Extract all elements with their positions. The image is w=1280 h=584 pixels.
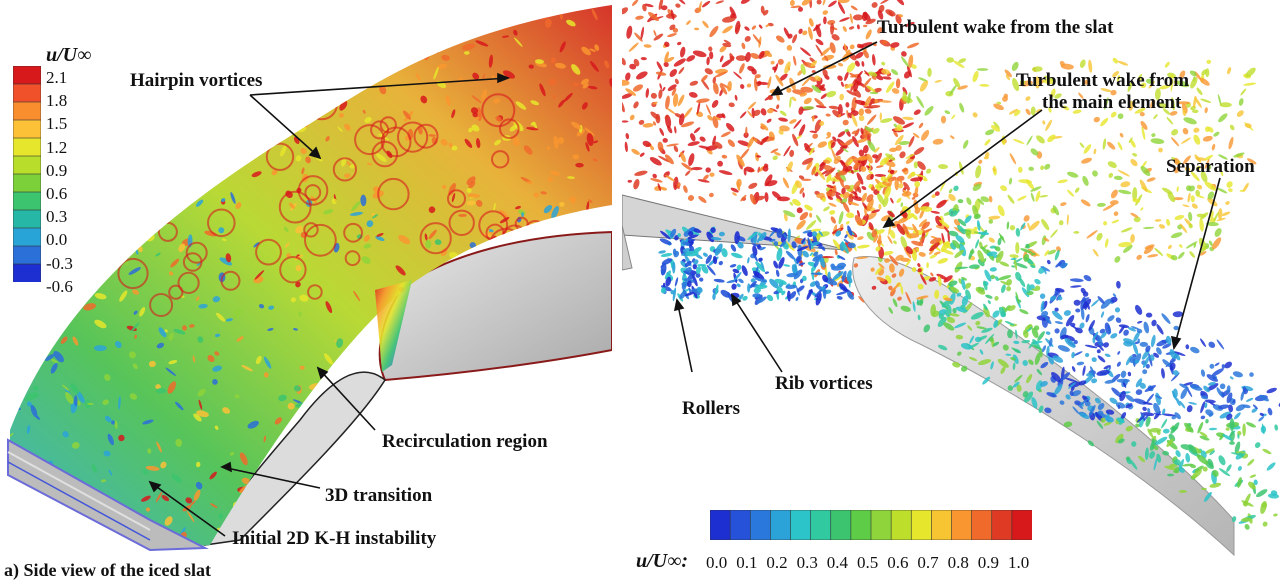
colorbar-swatch: [790, 510, 812, 540]
label-separation: Separation: [1166, 156, 1255, 177]
horizontal-colorbar: [710, 510, 1032, 540]
label-rib-vortices: Rib vortices: [775, 373, 873, 394]
colorbar-tick-label: 0.0: [46, 230, 68, 250]
colorbar-tick-label: 0.4: [826, 553, 849, 572]
colorbar-swatch: [770, 510, 792, 540]
colorbar-swatch: [13, 101, 41, 121]
colorbar-tick-label: 1.0: [1008, 553, 1030, 572]
colorbar-swatch: [890, 510, 913, 540]
colorbar-tick-label: -0.6: [46, 276, 73, 296]
slat-visualization: [7, 5, 612, 552]
colorbar-swatch: [13, 263, 41, 282]
colorbar-tick-label: 0.2: [766, 553, 788, 572]
wake-visualization: [622, 0, 1280, 557]
slat-leading-edge: [7, 438, 209, 552]
colorbar-swatch: [729, 510, 752, 540]
panel-wake-view: Turbulent wake from the slat Turbulent w…: [622, 0, 1280, 584]
vertical-colorbar: [13, 66, 41, 282]
colorbar-swatch: [910, 510, 933, 540]
label-main-wake-line2: the main element: [1042, 92, 1182, 113]
colorbar-tick-label: 0.6: [887, 553, 909, 572]
colorbar-swatch: [810, 510, 832, 540]
colorbar-tick-label: -0.3: [46, 253, 73, 273]
colorbar-tick-label: 0.6: [46, 184, 68, 203]
colorbar-tick-label: 0.1: [736, 553, 758, 572]
label-3d-transition: 3D transition: [325, 485, 433, 506]
colorbar-swatch: [13, 155, 41, 175]
colorbar-tick-label: 0.3: [796, 553, 818, 572]
colorbar-title: u/U∞: [46, 44, 92, 66]
label-hairpin-vortices: Hairpin vortices: [130, 70, 263, 91]
wake-texture: [622, 0, 1280, 530]
colorbar-tick-label: 1.2: [46, 137, 68, 157]
colorbar-swatch: [13, 227, 41, 247]
colorbar-swatch: [13, 173, 41, 193]
colorbar-swatch: [13, 245, 41, 265]
annotation-arrows: [148, 72, 511, 537]
colorbar-swatch: [1011, 510, 1032, 540]
colorbar-label: u/U∞:: [636, 550, 689, 572]
vortex-band: [10, 5, 612, 550]
label-kh-instability: Initial 2D K-H instability: [232, 528, 437, 549]
colorbar-swatch: [13, 83, 41, 103]
colorbar-tick-label: 0.5: [857, 553, 879, 572]
annotation-arrows-b: [673, 41, 1221, 373]
colorbar-swatch: [749, 510, 772, 540]
colorbar-swatch: [850, 510, 872, 540]
label-rollers: Rollers: [682, 398, 741, 419]
colorbar-swatch: [931, 510, 953, 540]
colorbar-swatch: [971, 510, 993, 540]
colorbar-swatch: [991, 510, 1013, 540]
colorbar-tick-label: 0.9: [977, 553, 1000, 572]
colorbar-tick-label: 1.8: [46, 91, 68, 111]
pressure-strip: [375, 280, 412, 372]
colorbar-tick-label: 0.7: [917, 553, 939, 572]
colorbar-swatch: [870, 510, 892, 540]
panel-side-view: u/U∞ 2.1 1.8 1.5 1.2 0.9 0.6 0.3 0.0 -0.3 -0.6 Ha…: [0, 0, 612, 584]
colorbar-swatch: [951, 510, 973, 540]
colorbar-tick-label: 0.9: [46, 160, 68, 180]
colorbar-swatch: [13, 66, 41, 85]
colorbar-swatch: [13, 191, 41, 211]
colorbar-tick-label: 0.3: [46, 207, 68, 227]
colorbar-swatch: [710, 510, 731, 540]
colorbar-swatch: [830, 510, 852, 540]
label-slat-wake: Turbulent wake from the slat: [877, 17, 1114, 38]
colorbar-swatch: [13, 209, 41, 229]
colorbar-tick-label: 0.8: [947, 553, 969, 572]
colorbar-swatch: [13, 137, 41, 157]
colorbar-tick-label: 2.1: [46, 68, 68, 87]
label-main-wake-line1: Turbulent wake from: [1016, 70, 1190, 91]
panel-a-caption: a) Side view of the iced slat: [4, 560, 211, 580]
colorbar-swatch: [13, 119, 41, 139]
label-recirculation-region: Recirculation region: [382, 431, 548, 452]
colorbar-tick-label: 0.0: [706, 553, 728, 572]
colorbar-tick-label: 1.5: [46, 114, 68, 134]
